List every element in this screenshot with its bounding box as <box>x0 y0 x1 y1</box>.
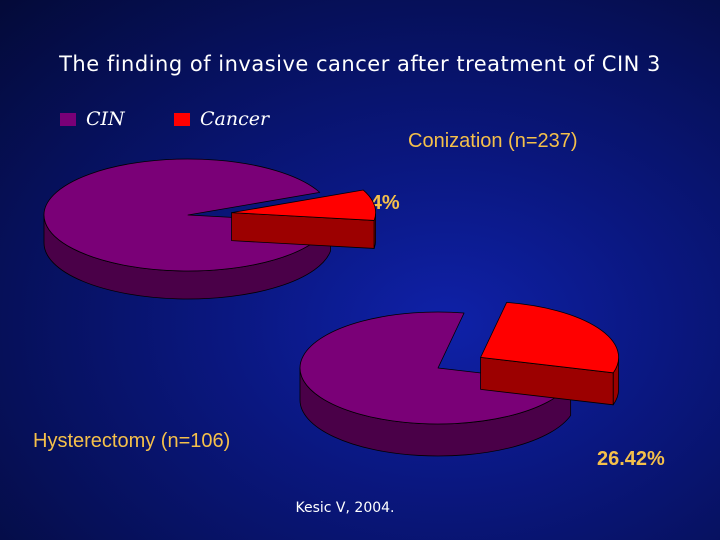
hysterectomy-pie <box>299 301 620 457</box>
source-citation: Kesic V, 2004. <box>295 500 395 516</box>
legend-label-cancer: Cancer <box>200 108 270 130</box>
hysterectomy-chart-title: Hysterectomy (n=106) <box>33 430 231 452</box>
conization-cin-slice <box>43 158 331 272</box>
legend-swatch-cin <box>60 113 76 126</box>
slide-title: The finding of invasive cancer after tre… <box>59 52 661 76</box>
hysterectomy-cancer-slice <box>480 301 620 374</box>
conization-chart-title: Conization (n=237) <box>408 130 578 152</box>
hysterectomy-cin-slice <box>299 311 572 425</box>
hysterectomy-cancer-data-label: 26.42% <box>597 448 665 470</box>
legend-label-cin: CIN <box>86 108 125 130</box>
conization-cancer-slice <box>231 189 376 221</box>
conization-pie <box>43 158 376 300</box>
legend-swatch-cancer <box>174 113 190 126</box>
